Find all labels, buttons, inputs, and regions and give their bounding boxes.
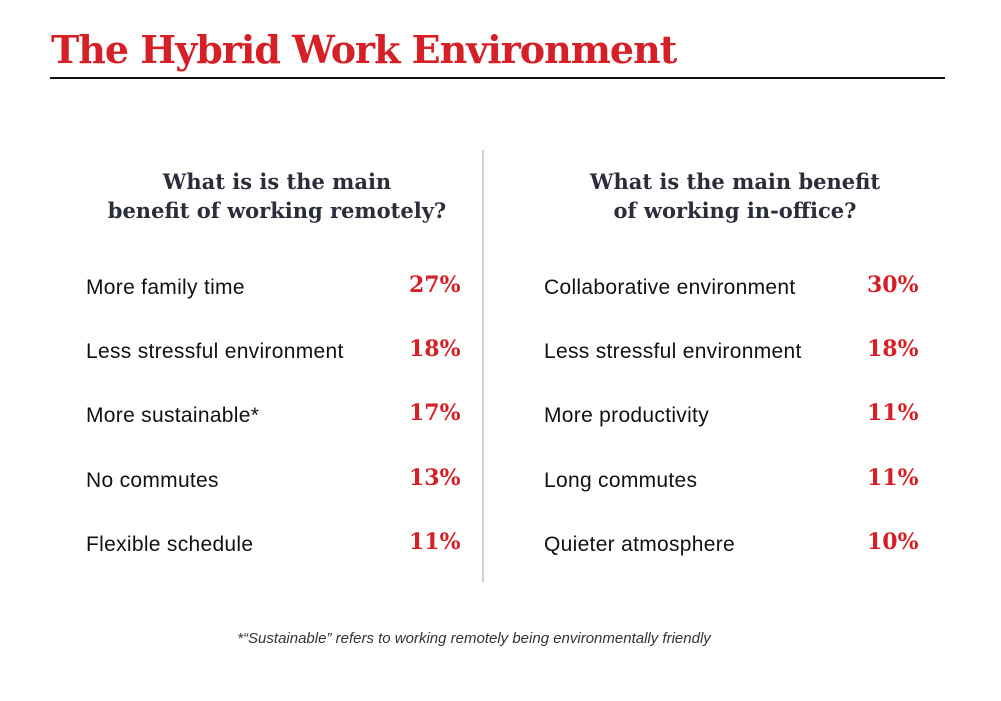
- remote-benefit-percent: 17%: [409, 400, 461, 426]
- office-benefit-percent: 30%: [867, 272, 919, 298]
- remote-benefit-label: More family time: [86, 276, 245, 299]
- remote-benefit-label: Flexible schedule: [86, 533, 254, 556]
- remote-benefit-percent: 27%: [409, 272, 461, 298]
- remote-question-heading: What is is the main benefit of working r…: [107, 169, 447, 223]
- office-benefit-label: Quieter atmosphere: [544, 533, 735, 556]
- column-divider: [482, 150, 484, 582]
- office-question-heading: What is the main benefit of working in-o…: [589, 169, 881, 223]
- office-benefit-label: Less stressful environment: [544, 340, 802, 363]
- title-underline: [50, 77, 945, 79]
- remote-benefit-percent: 18%: [409, 336, 461, 362]
- remote-benefit-label: Less stressful environment: [86, 340, 344, 363]
- office-benefit-percent: 11%: [867, 400, 919, 426]
- office-benefit-label: More productivity: [544, 404, 709, 427]
- office-benefit-percent: 18%: [867, 336, 919, 362]
- page-title: The Hybrid Work Environment: [51, 27, 677, 72]
- office-benefit-percent: 10%: [867, 529, 919, 555]
- office-benefit-label: Collaborative environment: [544, 276, 796, 299]
- remote-benefit-percent: 13%: [409, 465, 461, 491]
- remote-benefit-label: No commutes: [86, 469, 219, 492]
- office-benefits-table: [0, 0, 1, 1]
- office-benefit-percent: 11%: [867, 465, 919, 491]
- footnote: *“Sustainable” refers to working remotel…: [237, 630, 711, 647]
- office-benefit-label: Long commutes: [544, 469, 698, 492]
- remote-benefit-label: More sustainable*: [86, 404, 260, 427]
- remote-benefit-percent: 11%: [409, 529, 461, 555]
